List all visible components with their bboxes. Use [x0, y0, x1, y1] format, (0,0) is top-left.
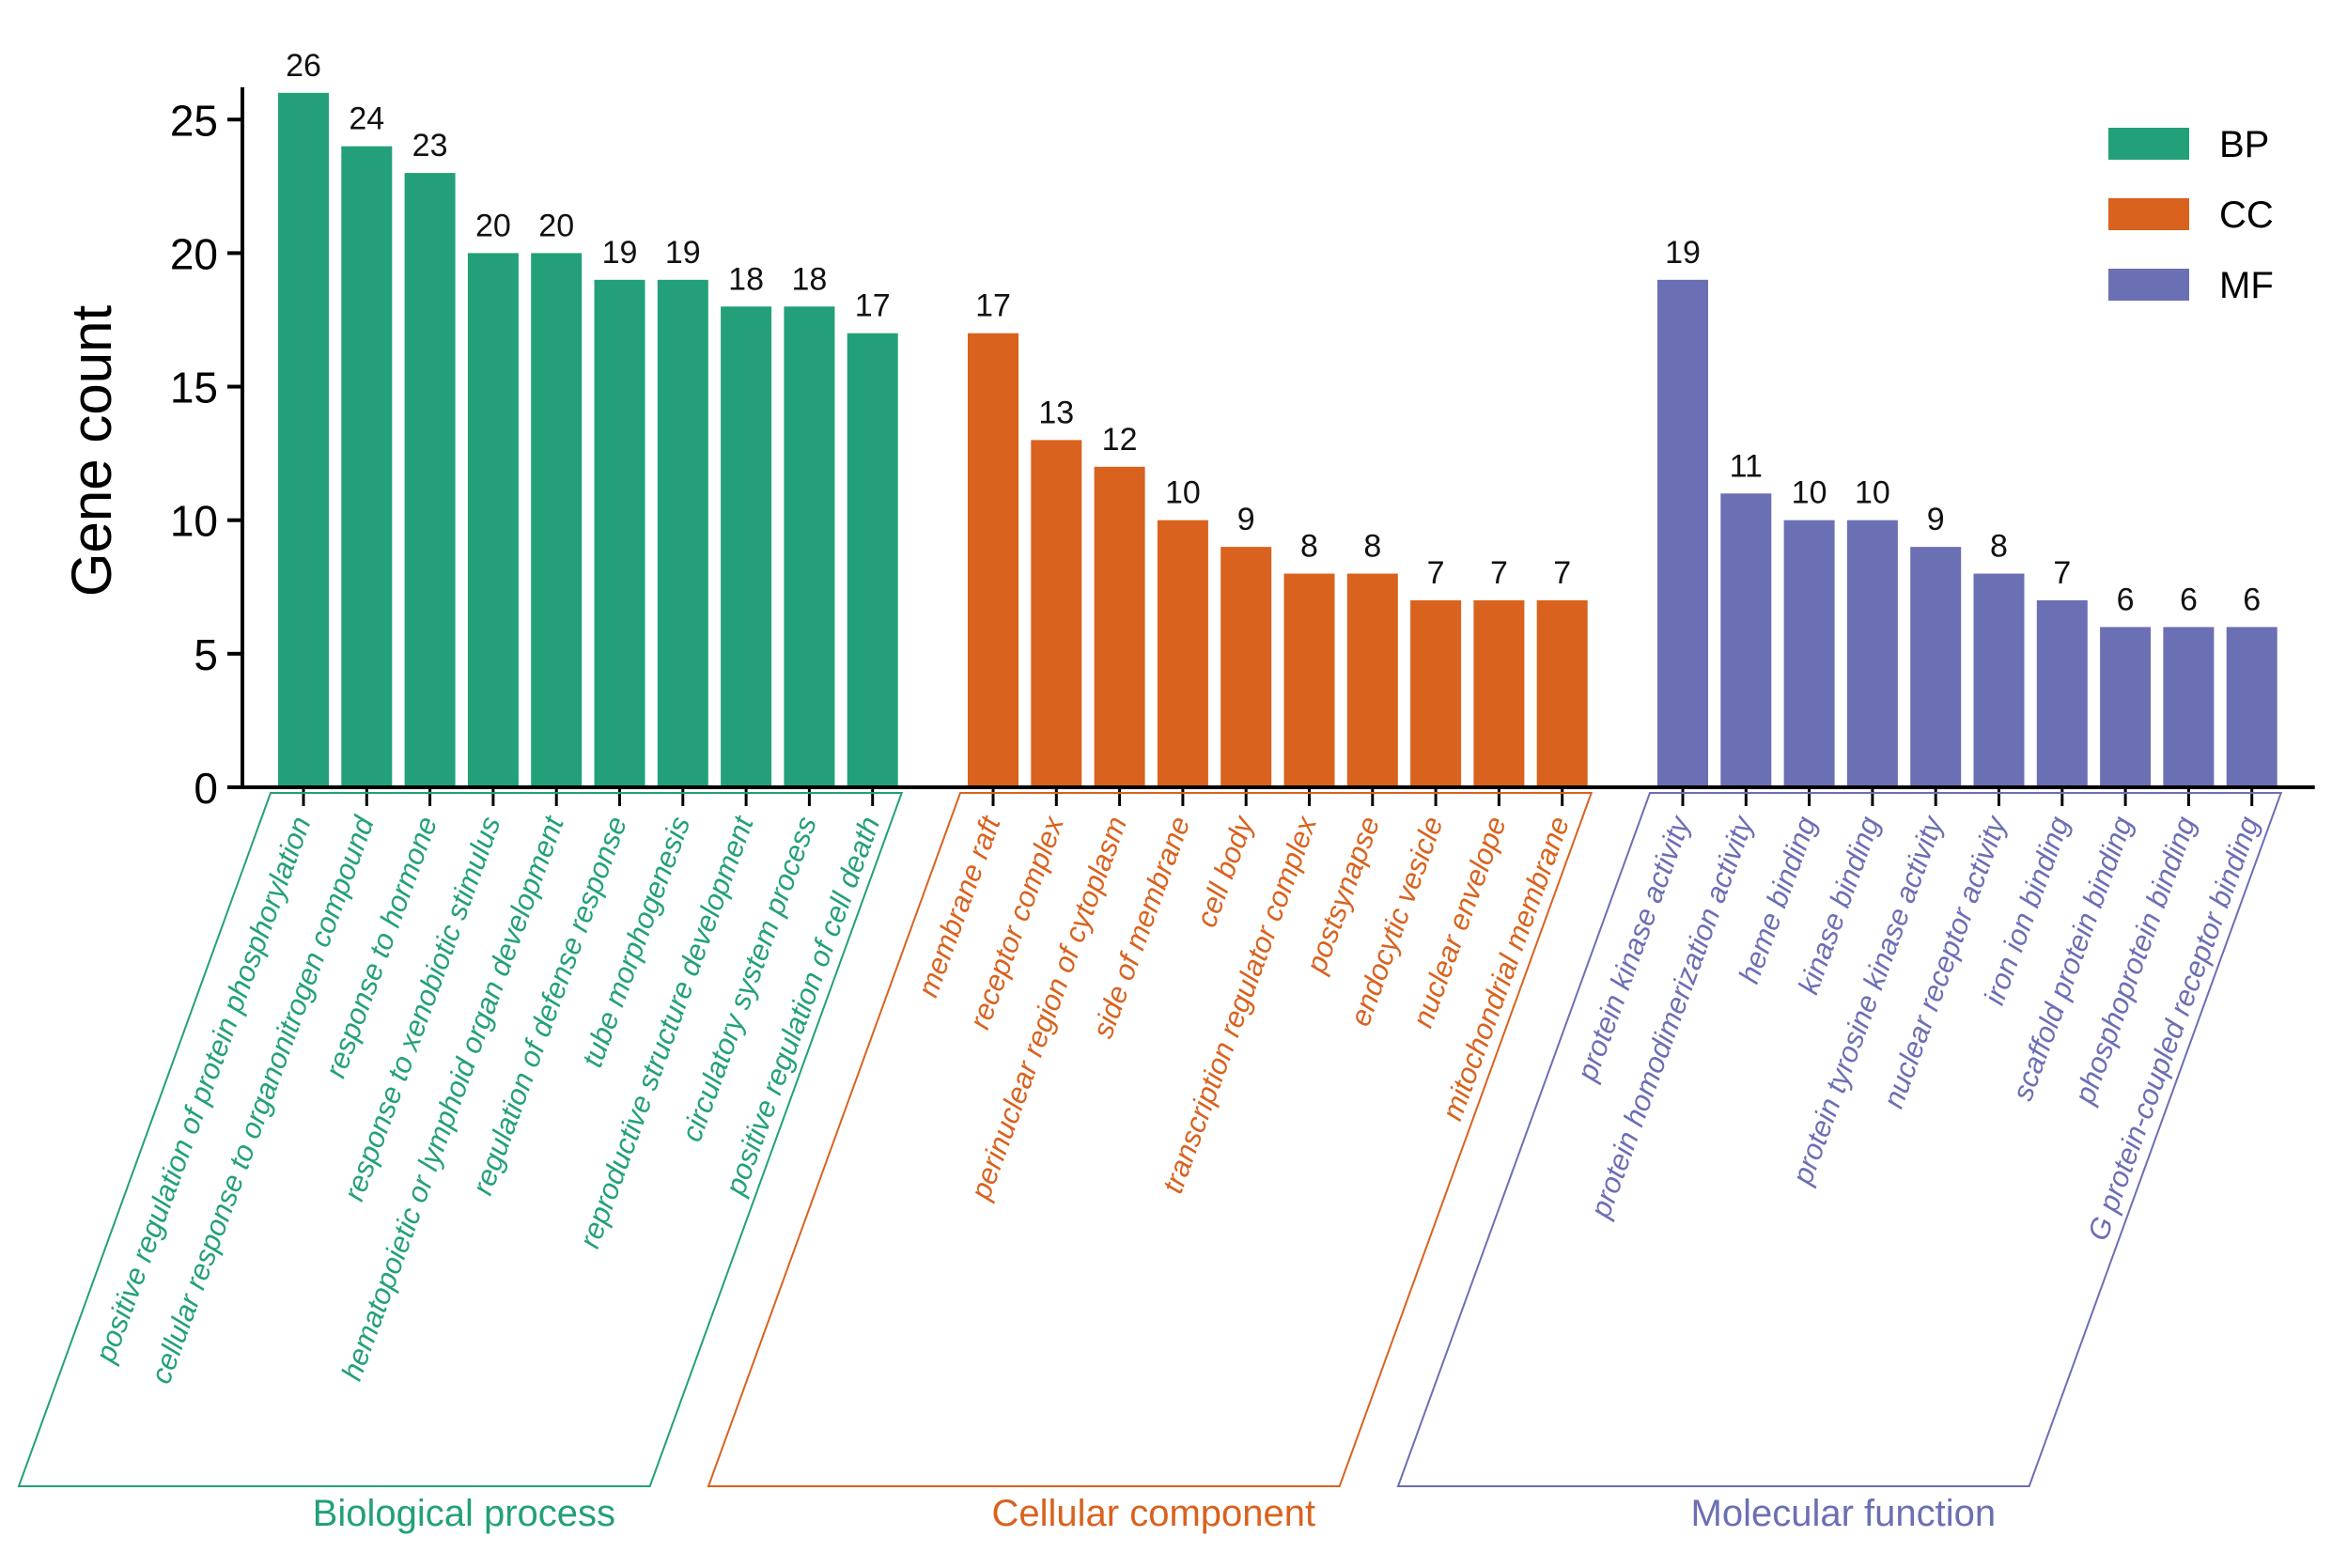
bar-mf-7 — [2036, 599, 2088, 787]
bar-bp-2 — [341, 146, 393, 787]
y-tick-label: 5 — [194, 630, 218, 679]
bar-cc-4 — [1157, 520, 1208, 787]
value-label: 7 — [2053, 555, 2071, 591]
bar-mf-10 — [2226, 627, 2278, 787]
value-label: 6 — [2243, 582, 2261, 617]
bar-cc-6 — [1283, 573, 1335, 787]
y-tick-label: 25 — [170, 96, 218, 145]
y-tick-label: 10 — [170, 497, 218, 546]
bar-bp-8 — [721, 306, 772, 787]
bar-cc-10 — [1536, 599, 1588, 787]
group-name-cc: Cellular component — [992, 1493, 1316, 1534]
group-name-mf: Molecular function — [1691, 1493, 1997, 1534]
bar-mf-6 — [1973, 573, 2025, 787]
value-label: 8 — [1300, 529, 1318, 565]
value-label: 7 — [1553, 555, 1571, 591]
y-tick-label: 20 — [170, 229, 218, 278]
value-label: 17 — [855, 288, 891, 324]
value-label: 19 — [1665, 235, 1701, 271]
value-label: 8 — [1363, 529, 1381, 565]
bar-bp-10 — [847, 333, 898, 787]
value-label: 17 — [975, 288, 1011, 324]
value-label: 12 — [1102, 422, 1138, 458]
value-label: 10 — [1792, 475, 1827, 511]
group-names: Biological process Cellular component Mole… — [313, 1493, 1996, 1534]
y-axis-label: Gene count — [60, 305, 123, 598]
bar-mf-1 — [1657, 279, 1708, 788]
x-ticks — [302, 787, 2254, 806]
value-label: 23 — [412, 128, 448, 163]
bar-cc-2 — [1031, 440, 1082, 787]
value-label: 20 — [538, 208, 574, 243]
legend-swatch-mf — [2108, 269, 2189, 301]
value-label: 7 — [1490, 555, 1508, 591]
bar-bp-9 — [784, 306, 835, 787]
value-label: 9 — [1927, 502, 1945, 537]
value-label: 6 — [2117, 582, 2135, 617]
value-label: 13 — [1038, 395, 1074, 430]
bars — [278, 92, 2278, 788]
bar-bp-7 — [657, 279, 708, 788]
value-label: 9 — [1237, 502, 1255, 537]
value-label: 10 — [1165, 475, 1201, 511]
value-label: 10 — [1855, 475, 1890, 511]
value-label: 20 — [475, 208, 511, 243]
group-bracket-mf — [1396, 792, 2283, 1487]
group-brackets — [17, 792, 2283, 1487]
bar-cc-8 — [1410, 599, 1462, 787]
value-label: 24 — [349, 101, 384, 137]
legend-label-mf: MF — [2219, 265, 2274, 306]
value-label: 19 — [602, 235, 638, 271]
value-label: 8 — [1990, 529, 2008, 565]
value-labels: 26 24 23 20 20 19 19 18 18 17 17 13 12 10 9 8 8 7 7 7 19 11 10… — [286, 48, 2261, 618]
category-labels: positive regulation of protein phosphory… — [88, 810, 2265, 1388]
bar-mf-4 — [1846, 520, 1898, 787]
bar-cc-7 — [1346, 573, 1398, 787]
value-label: 18 — [728, 261, 764, 297]
bar-cc-5 — [1220, 547, 1272, 787]
bar-bp-3 — [404, 173, 456, 788]
legend-swatch-bp — [2108, 128, 2189, 160]
group-name-bp: Biological process — [313, 1493, 615, 1534]
bar-cc-1 — [968, 333, 1018, 787]
bar-mf-9 — [2163, 627, 2215, 787]
legend: BP CC MF — [2108, 124, 2274, 306]
value-label: 11 — [1730, 448, 1763, 484]
bar-bp-5 — [531, 253, 583, 787]
value-label: 26 — [286, 48, 321, 84]
value-label: 18 — [791, 261, 827, 297]
legend-label-cc: CC — [2219, 194, 2274, 236]
y-tick-label: 15 — [170, 364, 218, 412]
group-bracket-bp — [17, 792, 904, 1487]
bar-mf-5 — [1910, 547, 1962, 787]
bar-cc-9 — [1473, 599, 1525, 787]
category-label: cell body — [1189, 810, 1261, 931]
y-axis: 0 5 10 15 20 25 — [170, 86, 244, 813]
value-label: 6 — [2180, 582, 2198, 617]
value-label: 7 — [1427, 555, 1445, 591]
bar-mf-3 — [1783, 520, 1835, 787]
group-bracket-cc — [707, 792, 1594, 1487]
legend-label-bp: BP — [2219, 124, 2269, 165]
bar-cc-3 — [1094, 466, 1145, 787]
y-tick-label: 0 — [194, 764, 218, 813]
bar-mf-8 — [2100, 627, 2152, 787]
bar-bp-4 — [467, 253, 519, 787]
bar-bp-6 — [594, 279, 645, 788]
bar-mf-2 — [1720, 493, 1772, 787]
legend-swatch-cc — [2108, 198, 2189, 230]
bar-bp-1 — [278, 92, 329, 787]
value-label: 19 — [665, 235, 701, 271]
